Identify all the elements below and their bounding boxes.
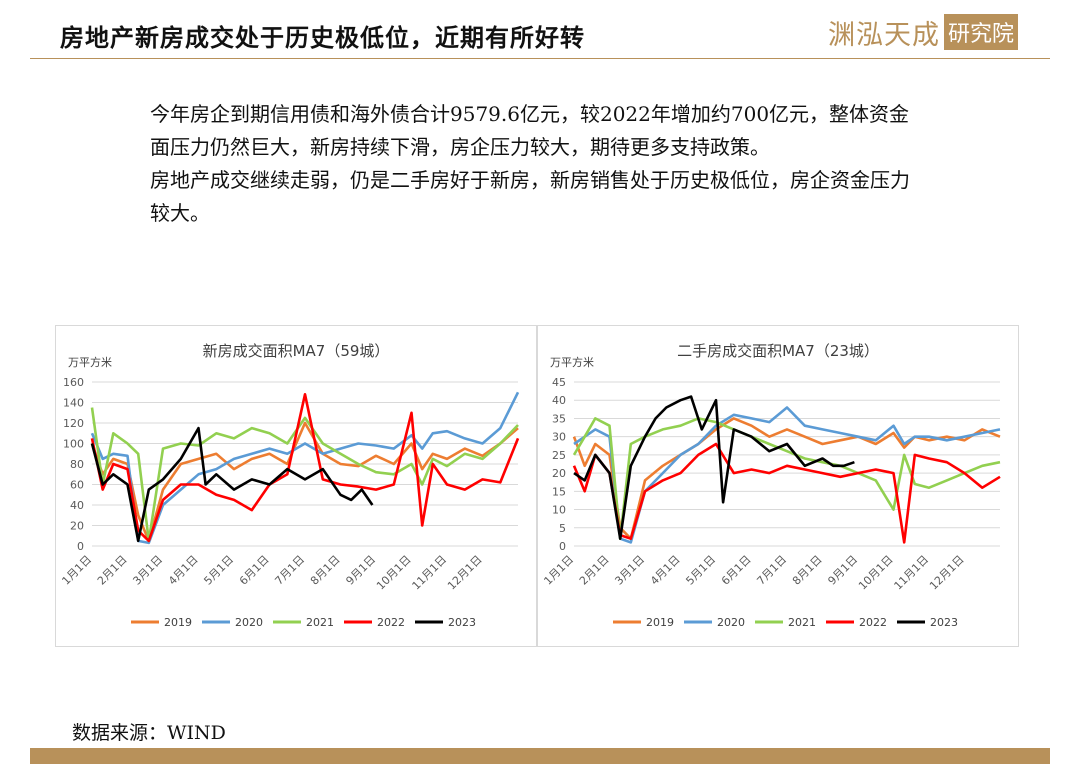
x-tick-label: 6月1日: [237, 553, 272, 588]
x-tick-label: 7月1日: [754, 553, 789, 588]
x-tick-label: 11月1日: [892, 553, 932, 593]
y-tick-label: 60: [70, 479, 84, 492]
x-tick-label: 11月1日: [410, 553, 450, 593]
x-tick-label: 7月1日: [272, 553, 307, 588]
footer-bar: [30, 748, 1050, 764]
chart-svg: 二手房成交面积MA7（23城） 万平方米 0 5 10 15 20 25 30 35 40 45 1月1…: [541, 342, 1001, 629]
legend-label: 2022: [377, 616, 405, 629]
y-tick-label: 120: [63, 417, 84, 430]
y-tick-label: 140: [63, 397, 84, 410]
y-tick-label: 15: [552, 485, 566, 498]
x-tick-label: 6月1日: [719, 553, 754, 588]
summary-paragraph-1: 今年房企到期信用债和海外债合计9579.6亿元，较2022年增加约700亿元，整…: [150, 102, 910, 159]
series-line-2020: [573, 406, 1001, 544]
new-home-sales-chart: 新房成交面积MA7（59城） 万平方米 0 20 40 60 80 100 120 140 160 1…: [55, 325, 537, 647]
chart-svg: 新房成交面积MA7（59城） 万平方米 0 20 40 60 80 100 120 140 160 1…: [59, 342, 520, 629]
x-tick-label: 8月1日: [308, 553, 343, 588]
legend-label: 2019: [646, 616, 674, 629]
x-tick-label: 3月1日: [130, 553, 165, 588]
x-tick-label: 5月1日: [201, 553, 236, 588]
y-tick-label: 40: [552, 394, 566, 407]
series-line-2023: [90, 426, 374, 543]
y-tick-label: 10: [552, 504, 566, 517]
y-tick-label: 40: [70, 499, 84, 512]
y-tick-label: 20: [552, 467, 566, 480]
x-tick-label: 4月1日: [166, 553, 201, 588]
company-logo: 渊泓天成 研究院: [828, 12, 1028, 52]
y-tick-label: 45: [552, 376, 566, 389]
x-tick-label: 12月1日: [445, 553, 485, 593]
legend-label: 2023: [448, 616, 476, 629]
legend-label: 2020: [717, 616, 745, 629]
x-tick-label: 4月1日: [648, 553, 683, 588]
y-tick-label: 5: [559, 522, 566, 535]
y-tick-label: 160: [63, 376, 84, 389]
logo-text: 渊泓天成: [828, 19, 940, 51]
y-tick-label: 25: [552, 449, 566, 462]
resale-home-sales-chart: 二手房成交面积MA7（23城） 万平方米 0 5 10 15 20 25 30 35 40 45 1月1…: [537, 325, 1019, 647]
x-tick-label: 5月1日: [683, 553, 718, 588]
summary-paragraph-2: 房地产成交继续走弱，仍是二手房好于新房，新房销售处于历史极低位，房企资金压力较大…: [150, 168, 910, 225]
y-axis-unit: 万平方米: [68, 355, 112, 369]
chart-title: 新房成交面积MA7（59城）: [203, 342, 390, 360]
series-line-2022: [572, 442, 1001, 544]
x-tick-label: 2月1日: [95, 553, 130, 588]
x-tick-label: 9月1日: [343, 553, 378, 588]
data-source: 数据来源：WIND: [72, 722, 226, 744]
y-tick-label: 0: [559, 540, 566, 553]
legend-label: 2019: [164, 616, 192, 629]
x-tick-label: 2月1日: [577, 553, 612, 588]
legend-label: 2021: [306, 616, 334, 629]
y-tick-label: 0: [77, 540, 84, 553]
y-tick-label: 20: [70, 520, 84, 533]
y-tick-label: 30: [552, 431, 566, 444]
x-tick-label: 8月1日: [790, 553, 825, 588]
legend-label: 2020: [235, 616, 263, 629]
x-tick-label: 10月1日: [856, 553, 896, 593]
x-tick-label: 1月1日: [59, 553, 94, 588]
legend-label: 2022: [859, 616, 887, 629]
y-tick-label: 35: [552, 412, 566, 425]
logo-boxed-text: 研究院: [944, 14, 1019, 50]
series-line-2020: [90, 391, 520, 545]
series-line-2022: [90, 393, 520, 543]
header-divider: [30, 58, 1050, 59]
y-tick-label: 80: [70, 458, 84, 471]
x-tick-label: 12月1日: [927, 553, 967, 593]
series-line-2019: [572, 417, 1001, 540]
series-line-2023: [573, 395, 855, 540]
x-tick-label: 1月1日: [541, 553, 576, 588]
x-tick-label: 10月1日: [374, 553, 414, 593]
legend-label: 2023: [930, 616, 958, 629]
y-tick-label: 100: [63, 438, 84, 451]
x-tick-label: 3月1日: [612, 553, 647, 588]
series-line-2019: [90, 421, 519, 543]
y-axis-unit: 万平方米: [550, 355, 594, 369]
page-title: 房地产新房成交处于历史极低位，近期有所好转: [60, 23, 585, 52]
legend-label: 2021: [788, 616, 816, 629]
chart-title: 二手房成交面积MA7（23城）: [677, 342, 879, 360]
x-tick-label: 9月1日: [825, 553, 860, 588]
summary-text: 今年房企到期信用债和海外债合计9579.6亿元，较2022年增加约700亿元，整…: [150, 98, 920, 230]
